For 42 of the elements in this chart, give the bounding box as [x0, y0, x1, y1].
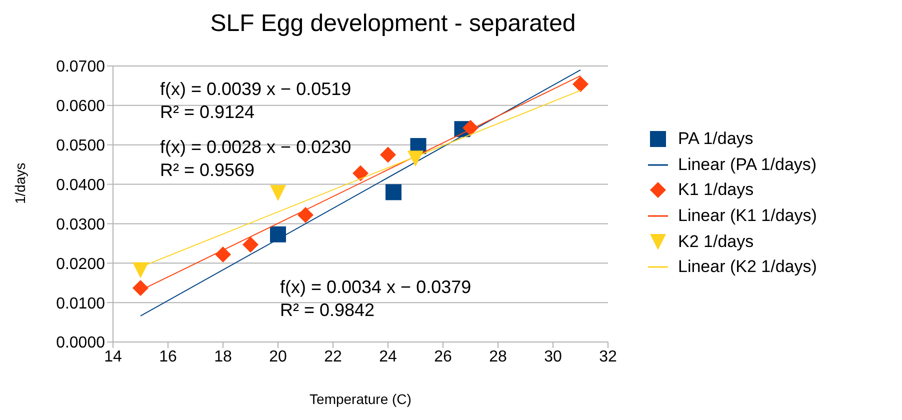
x-tick-label: 24 [379, 348, 397, 366]
y-tick-label: 0.0400 [56, 176, 106, 194]
annotation: f(x) = 0.0034 x − 0.0379 R² = 0.9842 [280, 276, 472, 322]
point [352, 165, 368, 182]
annotation: f(x) = 0.0028 x − 0.0230 R² = 0.9569 [160, 136, 352, 182]
y-tick-label: 0.0000 [56, 334, 106, 352]
y-tick-label: 0.0600 [56, 98, 106, 116]
point [242, 236, 258, 253]
y-tick-label: 0.0100 [56, 295, 106, 312]
legend-label: Linear (PA 1/days) [678, 154, 817, 175]
point [572, 76, 588, 92]
point [270, 226, 286, 242]
y-axis-title: 1/days [12, 162, 28, 204]
point [298, 207, 314, 224]
annotation: f(x) = 0.0039 x − 0.0519 R² = 0.9124 [160, 78, 352, 124]
legend-label: Linear (K2 1/days) [678, 257, 817, 278]
point [408, 150, 424, 167]
x-tick-label: 20 [269, 348, 287, 366]
point [132, 262, 148, 278]
x-tick-label: 14 [104, 348, 122, 366]
chart-title: SLF Egg development - separated [209, 10, 577, 38]
legend-label: PA 1/days [678, 128, 754, 149]
point [132, 280, 148, 296]
x-tick-label: 28 [489, 348, 507, 366]
legend-label: K1 1/days [678, 180, 754, 200]
x-tick-label: 22 [324, 348, 342, 366]
point [270, 184, 286, 201]
legend-label: Linear (K1 1/days) [678, 206, 817, 226]
x-tick-label: 32 [599, 348, 617, 366]
point [215, 246, 231, 262]
y-tick-label: 0.0500 [56, 138, 106, 155]
legend-label: K2 1/days [678, 232, 754, 252]
point [380, 146, 396, 163]
x-tick-label: 26 [434, 348, 452, 366]
x-tick-label: 16 [159, 348, 177, 366]
y-tick-label: 0.0300 [56, 216, 106, 234]
x-tick-label: 18 [214, 348, 232, 366]
point [386, 184, 402, 200]
y-tick-label: 0.0200 [56, 256, 106, 273]
x-axis-title: Temperature (C) [310, 391, 412, 407]
x-tick-label: 30 [544, 348, 562, 366]
y-tick-label: 0.0700 [56, 58, 106, 76]
